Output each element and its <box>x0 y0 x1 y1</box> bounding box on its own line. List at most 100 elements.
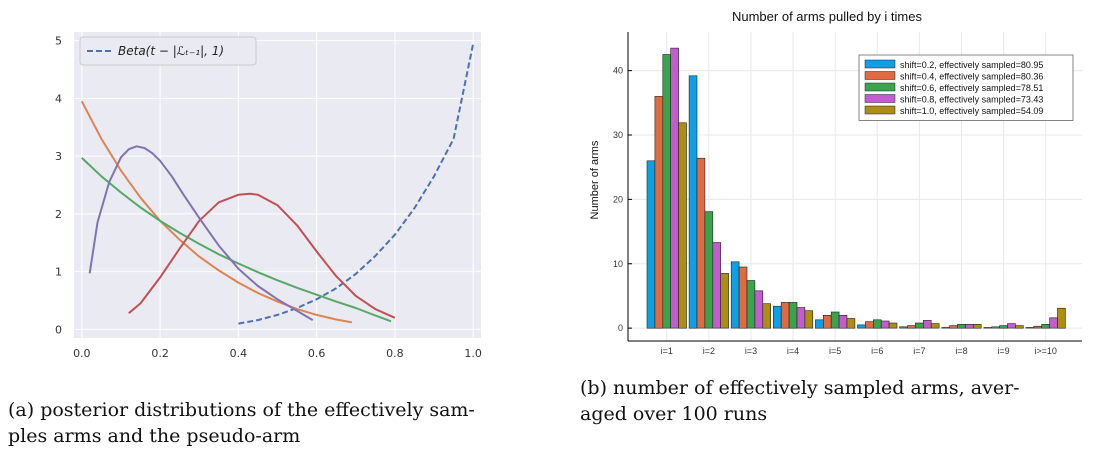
chart-b-bar <box>1015 325 1024 329</box>
chart-b-x-tick-label: i=8 <box>955 346 967 356</box>
chart-b-bar <box>941 327 950 329</box>
caption-b: (b) number of effectively sampled arms, … <box>580 375 1092 427</box>
chart-b-x-tick-label: i=1 <box>661 346 673 356</box>
chart-b-bar <box>999 325 1008 329</box>
chart-a-y-tick-label: 5 <box>55 35 62 48</box>
chart-b-bar <box>872 319 882 329</box>
chart-a-y-ticks: 0 1 2 3 4 5 <box>55 35 62 337</box>
chart-b-bar <box>949 325 958 329</box>
caption-a-line-2: ples arms and the pseudo-arm <box>8 425 301 447</box>
chart-a-series-line <box>81 157 392 323</box>
chart-b-bar <box>704 211 714 329</box>
chart-b-bar <box>646 160 656 329</box>
chart-b-bar <box>738 266 748 329</box>
chart-b-y-tick-label: 0 <box>618 323 623 333</box>
chart-b-bar <box>1041 323 1050 329</box>
chart-b-y-axis-label: Number of arms <box>589 140 601 219</box>
chart-a-series-line <box>128 192 396 319</box>
chart-b-bar <box>846 318 856 329</box>
chart-b-legend-label: shift=0.6, effectively sampled=78.51 <box>900 83 1043 93</box>
chart-b-x-tick-label: i=3 <box>745 346 757 356</box>
chart-b-y-tick-label: 20 <box>613 194 623 204</box>
chart-b-y-ticks: 0 10 20 30 40 <box>613 66 632 333</box>
chart-a-legend-box <box>79 36 257 66</box>
chart-b-bar <box>907 325 916 329</box>
chart-a-x-tick-label: 0.6 <box>308 347 326 360</box>
chart-a-y-tick-label: 2 <box>55 208 62 221</box>
chart-a-y-tick-label: 1 <box>55 266 62 279</box>
chart-b-bar <box>654 96 664 329</box>
chart-b-bar <box>780 302 790 329</box>
chart-a-series-line <box>80 100 353 324</box>
chart-b-x-tick-label: i>=10 <box>1034 346 1057 356</box>
chart-b-bar <box>1033 325 1043 329</box>
chart-b-bar <box>712 242 721 329</box>
chart-b-x-tick-label: i=4 <box>787 346 799 356</box>
chart-b-x-tick-label: i=9 <box>997 346 1009 356</box>
chart-b-bars <box>646 47 1066 329</box>
chart-b-legend-label: shift=0.2, effectively sampled=80.95 <box>900 60 1043 70</box>
chart-b-bar <box>720 273 729 329</box>
chart-a-legend-label: Beta(t − |ℒₜ₋₁|, 1) <box>118 44 224 58</box>
chart-b-bar <box>662 54 671 329</box>
chart-b-x-tick-label: i=6 <box>871 346 883 356</box>
chart-b-legend-swatch <box>864 82 896 92</box>
chart-b-bar <box>1025 327 1035 329</box>
caption-b-line-2: aged over 100 runs <box>580 403 768 425</box>
chart-b-bar <box>1007 323 1016 329</box>
chart-a-series-line <box>88 145 314 321</box>
chart-b-bar <box>678 122 687 329</box>
chart-b-bar <box>930 323 940 329</box>
caption-b-line-1: (b) number of effectively sampled arms, … <box>580 377 1020 399</box>
chart-a-x-ticks: 0.0 0.2 0.4 0.6 0.8 1.0 <box>73 347 482 360</box>
chart-b-x-tick-label: i=7 <box>913 346 925 356</box>
chart-b-title: Number of arms pulled by i times <box>732 9 923 24</box>
chart-b-bar <box>1057 307 1066 329</box>
chart-a-legend: Beta(t − |ℒₜ₋₁|, 1) <box>79 36 257 66</box>
chart-b-bar <box>754 290 764 329</box>
chart-b-bar <box>762 303 771 329</box>
chart-b-x-ticks: i=1 i=2 i=3 i=4 i=5 i=6 i=7 i=8 i=9 i>=10 <box>661 346 1057 356</box>
chart-a-x-tick-label: 1.0 <box>464 347 482 360</box>
chart-a-series-group <box>80 43 475 325</box>
chart-b-bar <box>830 311 840 329</box>
caption-a: (a) posterior distributions of the effec… <box>8 397 538 449</box>
chart-a-x-tick-label: 0.0 <box>73 347 91 360</box>
chart-b-bar <box>857 324 866 329</box>
chart-b-x-tick-label: i=2 <box>703 346 715 356</box>
chart-b-axes <box>627 32 1082 342</box>
chart-b-bar <box>772 305 782 329</box>
chart-b-bar <box>1049 317 1058 329</box>
chart-b-legend-label: shift=0.4, effectively sampled=80.36 <box>900 72 1043 82</box>
chart-b-legend: shift=0.2, effectively sampled=80.95 shif… <box>858 54 1074 121</box>
chart-b-legend-swatch <box>864 94 896 103</box>
chart-a-series-line <box>238 43 475 325</box>
chart-b-bar <box>804 310 814 329</box>
chart-b-bar <box>822 314 832 329</box>
chart-b-bar <box>915 322 924 329</box>
chart-b-bar <box>838 314 848 329</box>
chart-a-x-tick-label: 0.2 <box>151 347 169 360</box>
chart-b-y-tick-label: 10 <box>613 259 623 269</box>
chart-b-bar <box>730 261 740 329</box>
chart-b-x-tick-label: i=5 <box>829 346 841 356</box>
chart-a-plot-area <box>74 32 481 338</box>
chart-b-bar <box>957 323 966 329</box>
chart-a-x-tick-label: 0.4 <box>230 347 248 360</box>
chart-a-x-tick-label: 0.8 <box>386 347 404 360</box>
chart-b-legend-swatch <box>864 59 896 69</box>
chart-a-y-tick-label: 3 <box>55 150 62 163</box>
chart-b-bar <box>983 327 992 329</box>
chart-b-bar <box>880 320 890 329</box>
chart-b-bar <box>888 322 898 329</box>
chart-b-legend-swatch <box>864 71 896 80</box>
chart-b-legend-label: shift=1.0, effectively sampled=54.09 <box>900 106 1043 116</box>
chart-a-y-tick-label: 4 <box>55 92 62 105</box>
chart-b-bar <box>696 157 706 329</box>
posterior-distributions-chart: 0.0 0.2 0.4 0.6 0.8 1.0 0 1 2 3 4 5 Beta(t − |ℒₜ₋₁… <box>55 32 482 360</box>
chart-b-bar <box>899 326 908 329</box>
chart-b-bar <box>688 75 698 329</box>
chart-b-bar <box>972 323 982 329</box>
chart-a-gridlines <box>74 32 481 338</box>
